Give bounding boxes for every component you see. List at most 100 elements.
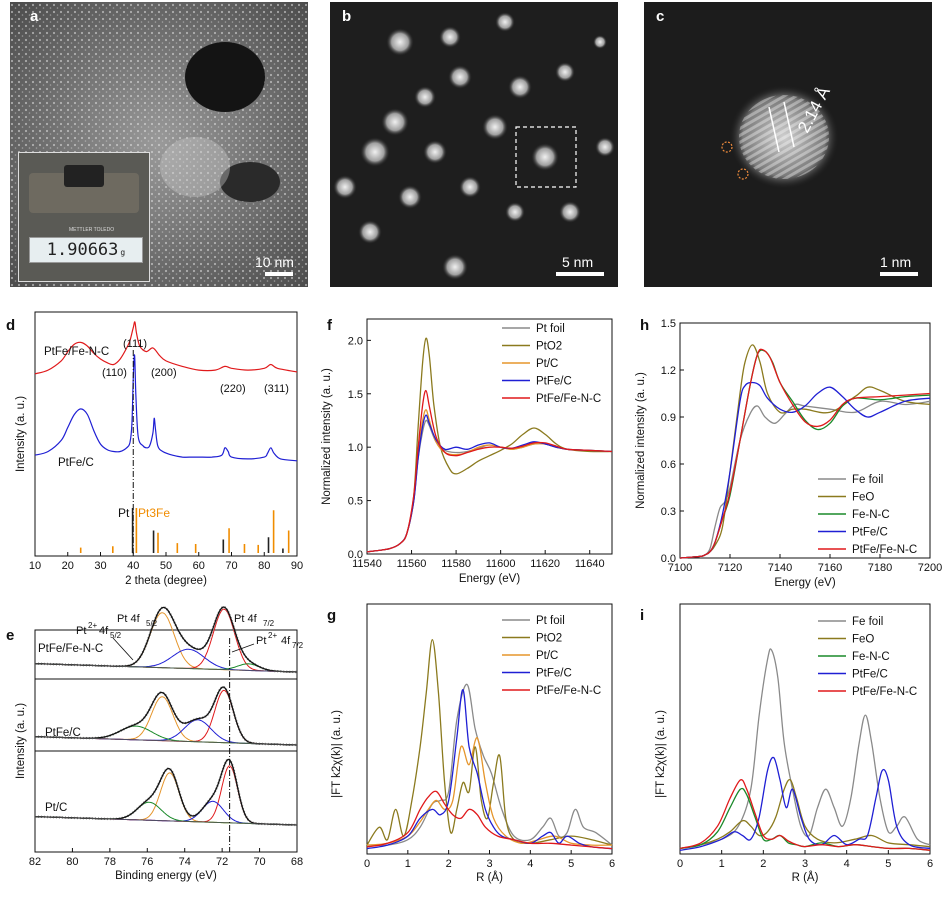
scalebar-b-label: 5 nm	[562, 254, 594, 270]
panel-f-legend-label: PtO2	[536, 341, 562, 353]
panel-f-series-4	[366, 389, 613, 553]
panel-d-xtick-label: 50	[160, 560, 172, 572]
panel-d-series-0	[34, 321, 298, 375]
panel-h-xtick-label: 7180	[868, 562, 892, 574]
panel-h-frame	[679, 322, 931, 559]
panel-d-peak-220: (220)	[220, 383, 246, 395]
panel-label-i: i	[640, 607, 644, 624]
panel-g-series-1	[366, 639, 613, 846]
panel-label-e: e	[6, 627, 14, 644]
panel-i-legend-label: Fe-N-C	[852, 651, 890, 663]
panel-h-xtick-label: 7160	[818, 562, 842, 574]
panel-h-ytick-label: 0.0	[661, 553, 676, 565]
stem-image-c	[721, 85, 839, 189]
panel-h-series-0	[679, 400, 931, 559]
panel-e-arrow	[112, 637, 134, 661]
panel-e-arrow	[231, 643, 255, 653]
panel-e-component	[34, 801, 298, 826]
panel-e-baseline	[34, 736, 298, 746]
panel-f-series-3	[366, 414, 613, 553]
panel-i-xtick-label: 1	[719, 858, 725, 870]
panel-i-series-0	[679, 648, 931, 850]
panel-i-legend-label: PtFe/Fe-N-C	[852, 686, 917, 698]
panel-g-xtick-label: 5	[568, 858, 574, 870]
single-atom-circle-1	[721, 141, 733, 153]
panel-h-ytick-label: 0.6	[661, 459, 676, 471]
panel-f-xtick-label: 11560	[397, 558, 427, 570]
panel-f-legend-label: Pt foil	[536, 323, 565, 335]
panel-e-ann-pt2-52: Pt	[76, 625, 86, 637]
panel-e-frame	[34, 629, 298, 853]
panel-i-xlabel: R (Å)	[792, 871, 819, 884]
panel-f-legend-label: Pt/C	[536, 358, 558, 370]
panel-h-legend-label: Fe foil	[852, 474, 883, 486]
panel-f-frame	[366, 318, 613, 555]
panel-e-ann-sup: 2+	[88, 621, 97, 630]
panel-f-series-2	[366, 409, 613, 553]
panel-h-legend-label: PtFe/Fe-N-C	[852, 544, 917, 556]
panel-label-b: b	[342, 8, 352, 25]
scalebar-c	[880, 272, 918, 276]
panel-i-xtick-label: 5	[885, 858, 891, 870]
panel-e-sublabel: Pt/C	[45, 802, 67, 814]
panel-e-ann-sup: 2+	[268, 631, 277, 640]
panel-f-ytick-label: 0.0	[348, 549, 363, 561]
panel-e-ann-pt4f52: Pt 4f	[117, 613, 141, 625]
panel-label-h: h	[640, 317, 649, 334]
panel-label-d: d	[6, 317, 15, 334]
stem-image-b	[333, 12, 615, 280]
panel-i-series-3	[679, 756, 931, 851]
panel-f-ytick-label: 2.0	[348, 335, 363, 347]
panel-e-sublabel: PtFe/Fe-N-C	[38, 643, 103, 655]
balance-reading: 1.90663	[46, 240, 119, 260]
panel-d-series-label-ptfe-c: PtFe/C	[58, 457, 94, 469]
panel-e-ann-pt2-72: Pt	[256, 635, 266, 647]
balance-unit: g	[120, 248, 126, 257]
panel-h-ytick-label: 1.5	[661, 318, 676, 330]
panel-d-xtick-label: 10	[29, 560, 41, 572]
panel-f-xtick-label: 11540	[352, 558, 382, 570]
panel-label-g: g	[327, 607, 336, 624]
balance-display: 1.90663 g	[29, 237, 143, 263]
panel-i-xtick-label: 2	[760, 858, 766, 870]
panel-d-ref-label-pt: Pt	[118, 506, 130, 520]
panel-e-ann-sub: 7/2	[263, 619, 275, 628]
panel-i-frame	[679, 603, 931, 855]
panel-i-legend-label: Fe foil	[852, 616, 883, 628]
panel-e-component	[34, 765, 298, 826]
panel-e-envelope	[34, 758, 298, 826]
panel-i-legend-label: FeO	[852, 634, 874, 646]
panel-label-a: a	[30, 8, 39, 25]
panel-g-series-0	[366, 683, 613, 847]
sample-black	[64, 165, 104, 187]
panel-g-xtick-label: 1	[405, 858, 411, 870]
panel-e-xtick-label: 78	[104, 856, 116, 868]
panel-h-series-2	[679, 349, 931, 559]
panel-e-xtick-label: 70	[253, 856, 265, 868]
panel-h-ytick-label: 0.3	[661, 506, 676, 518]
zoom-box	[515, 126, 577, 188]
panel-d-xlabel: 2 theta (degree)	[125, 575, 207, 587]
panel-g-xlabel: R (Å)	[476, 871, 503, 884]
panel-f-xlabel: Energy (eV)	[459, 573, 521, 585]
panel-e-xtick-label: 82	[29, 856, 41, 868]
panel-f-ytick-label: 0.5	[348, 496, 363, 508]
panel-d-xtick-label: 40	[127, 560, 139, 572]
panel-d-peak-200: (200)	[151, 367, 177, 379]
panel-e-sublabel: PtFe/C	[45, 727, 81, 739]
panel-d-xtick-label: 90	[291, 560, 303, 572]
balance-brand-text: METTLER TOLEDO	[69, 227, 115, 233]
scalebar-a	[265, 272, 293, 276]
panel-d-xtick-label: 20	[62, 560, 74, 572]
panel-f-ytick-label: 1.5	[348, 389, 363, 401]
single-atom-circle-2	[737, 168, 749, 180]
panel-h-ylabel: Normalized intensity (a. u.)	[635, 372, 647, 509]
panel-i-legend-label: PtFe/C	[852, 669, 888, 681]
panel-d-xtick-label: 60	[193, 560, 205, 572]
panel-i-series-1	[679, 778, 931, 850]
panel-f-xtick-label: 11600	[486, 558, 516, 570]
panel-i-xtick-label: 4	[844, 858, 850, 870]
panel-d-peak-311: (311)	[264, 383, 289, 395]
panel-g-legend-label: PtFe/C	[536, 668, 572, 680]
